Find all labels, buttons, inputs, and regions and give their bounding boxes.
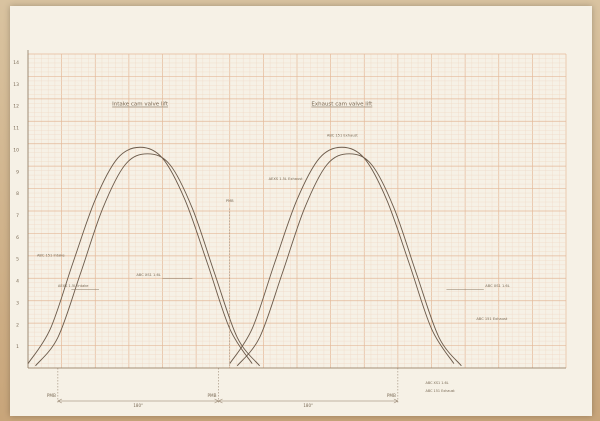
y-tick-label: 10 xyxy=(13,147,19,153)
y-tick-label: 14 xyxy=(13,60,19,66)
annotation-label: ABC 151 Exhaust xyxy=(327,133,359,137)
mid-label: PMB xyxy=(226,199,234,203)
series-line-1-0 xyxy=(229,146,455,364)
y-tick-label: 7 xyxy=(16,213,19,219)
annotation-label: ABC 151 Exhaust xyxy=(476,317,508,321)
span-arrow-head xyxy=(57,398,63,404)
pmb-marker-label: PMB xyxy=(387,393,396,398)
pmb-marker-label: PMB xyxy=(208,393,217,398)
series-lines xyxy=(27,146,462,367)
series-line-0-0 xyxy=(27,146,253,364)
grid xyxy=(27,53,567,369)
y-tick-label: 4 xyxy=(16,279,19,285)
annotation-label: AEXS 1.5L Exhaust xyxy=(269,177,304,181)
y-tick-label: 12 xyxy=(13,104,19,110)
axes xyxy=(27,50,566,369)
panel-title-0: Intake cam valve lift xyxy=(112,102,169,108)
annotation-label: ABC XS1 1.6L xyxy=(136,273,160,277)
y-tick-label: 3 xyxy=(16,300,19,306)
y-tick-label: 1 xyxy=(16,344,19,350)
span-arrow-head xyxy=(393,398,399,404)
y-tick-label: 6 xyxy=(16,235,19,241)
panel-title-1: Exhaust cam valve lift xyxy=(311,102,373,108)
y-tick-label: 11 xyxy=(13,126,19,132)
span-arrow-head xyxy=(217,398,223,404)
y-tick-label: 9 xyxy=(16,169,19,175)
annotation-label: ABC 151 Intake xyxy=(37,254,65,258)
series-line-1-1 xyxy=(236,153,462,367)
annotation-label: ABC XS1 1.6L xyxy=(485,284,509,288)
span-label: 180° xyxy=(133,403,143,408)
y-tick-label: 8 xyxy=(16,191,19,197)
y-tick-label: 13 xyxy=(13,82,19,88)
span-label: 180° xyxy=(303,403,313,408)
y-tick-label: 5 xyxy=(16,257,19,263)
annotation-label: AEXS 1.5L Intake xyxy=(58,284,89,288)
y-tick-label: 2 xyxy=(16,322,19,328)
pmb-marker-label: PMB xyxy=(47,393,56,398)
bottom-note: ABC 151 Exhaust xyxy=(426,389,456,393)
series-line-0-1 xyxy=(35,153,260,367)
bottom-note: ABC XS1 1.6L xyxy=(426,381,449,385)
